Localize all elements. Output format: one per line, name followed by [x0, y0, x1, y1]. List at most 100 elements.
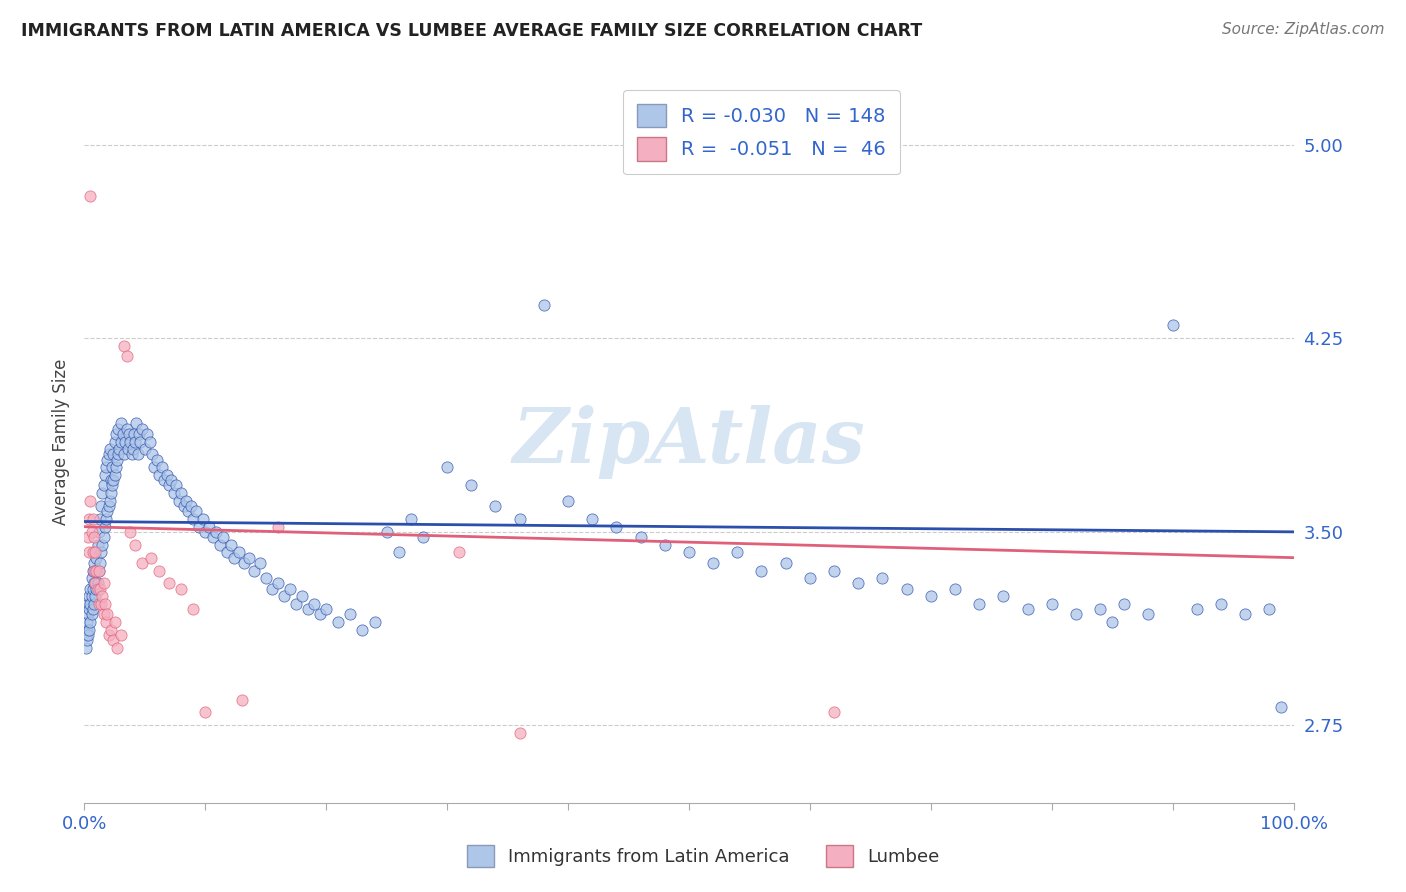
Point	[101, 478, 124, 492]
Point	[291, 590, 314, 604]
Point	[128, 426, 150, 441]
Point	[160, 473, 183, 487]
Point	[103, 473, 125, 487]
Point	[75, 640, 97, 655]
Point	[388, 545, 411, 559]
Point	[173, 499, 195, 513]
Point	[87, 597, 110, 611]
Point	[105, 640, 128, 655]
Point	[89, 582, 111, 596]
Point	[148, 564, 170, 578]
Point	[91, 590, 114, 604]
Point	[86, 550, 108, 565]
Point	[799, 571, 821, 585]
Point	[339, 607, 361, 622]
Point	[846, 576, 869, 591]
Point	[84, 564, 107, 578]
Point	[138, 434, 160, 449]
Point	[80, 607, 103, 622]
Point	[83, 576, 105, 591]
Point	[94, 519, 117, 533]
Text: ZipAtlas: ZipAtlas	[513, 405, 865, 478]
Point	[104, 434, 127, 449]
Point	[100, 623, 122, 637]
Point	[284, 597, 308, 611]
Point	[249, 556, 271, 570]
Point	[97, 628, 120, 642]
Point	[181, 512, 204, 526]
Point	[96, 452, 118, 467]
Point	[105, 452, 128, 467]
Point	[139, 550, 162, 565]
Point	[83, 556, 105, 570]
Point	[823, 706, 845, 720]
Point	[205, 524, 228, 539]
Point	[212, 530, 235, 544]
Point	[107, 447, 129, 461]
Point	[484, 499, 506, 513]
Point	[967, 597, 990, 611]
Point	[267, 576, 290, 591]
Point	[150, 460, 173, 475]
Point	[76, 615, 98, 630]
Point	[77, 623, 100, 637]
Point	[82, 512, 104, 526]
Point	[101, 460, 124, 475]
Point	[1088, 602, 1111, 616]
Point	[460, 478, 482, 492]
Point	[89, 556, 111, 570]
Point	[104, 615, 127, 630]
Point	[131, 556, 153, 570]
Point	[1209, 597, 1232, 611]
Point	[94, 597, 117, 611]
Point	[77, 597, 100, 611]
Point	[148, 468, 170, 483]
Point	[79, 494, 101, 508]
Point	[112, 426, 135, 441]
Point	[115, 422, 138, 436]
Point	[399, 512, 422, 526]
Point	[134, 442, 156, 457]
Point	[233, 556, 256, 570]
Point	[896, 582, 918, 596]
Point	[136, 426, 159, 441]
Point	[91, 486, 114, 500]
Point	[238, 550, 260, 565]
Point	[943, 582, 966, 596]
Point	[79, 582, 101, 596]
Point	[93, 530, 115, 544]
Point	[309, 607, 332, 622]
Point	[83, 597, 105, 611]
Point	[120, 524, 142, 539]
Point	[1114, 597, 1136, 611]
Point	[79, 189, 101, 203]
Point	[86, 538, 108, 552]
Point	[146, 452, 169, 467]
Point	[82, 582, 104, 596]
Point	[100, 473, 122, 487]
Point	[94, 512, 117, 526]
Point	[678, 545, 700, 559]
Point	[194, 524, 217, 539]
Point	[82, 564, 104, 578]
Point	[121, 442, 143, 457]
Point	[181, 602, 204, 616]
Point	[155, 468, 177, 483]
Point	[77, 602, 100, 616]
Point	[278, 582, 301, 596]
Point	[157, 576, 180, 591]
Point	[273, 590, 295, 604]
Point	[993, 590, 1015, 604]
Point	[174, 494, 197, 508]
Point	[86, 564, 108, 578]
Point	[97, 499, 120, 513]
Point	[1064, 607, 1087, 622]
Point	[170, 582, 193, 596]
Point	[77, 628, 100, 642]
Point	[436, 460, 458, 475]
Y-axis label: Average Family Size: Average Family Size	[52, 359, 70, 524]
Point	[84, 590, 107, 604]
Point	[77, 590, 100, 604]
Point	[143, 460, 166, 475]
Point	[153, 473, 176, 487]
